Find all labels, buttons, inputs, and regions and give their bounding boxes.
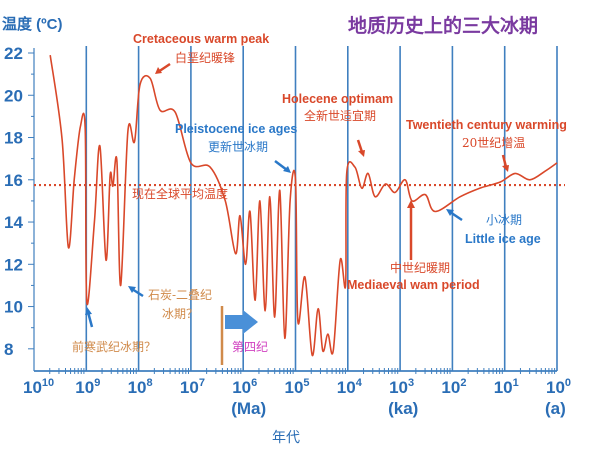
x-tick-label: 103 <box>389 377 414 397</box>
y-tick-label: 14 <box>4 213 23 232</box>
arrow-mediaeval-head <box>407 200 415 208</box>
annotation-cretaceous-en: Cretaceous warm peak <box>133 32 269 46</box>
y-axis: 8 10 12 14 16 18 20 22 <box>4 44 35 371</box>
y-tick-label: 8 <box>4 340 13 359</box>
quaternary-arrow <box>225 310 258 334</box>
annotation-twentieth-en: Twentieth century warming <box>406 118 567 132</box>
arrow-carboniferous-head <box>128 286 136 293</box>
arrow-twentieth-head <box>502 165 509 172</box>
x-tick-label: 105 <box>285 377 310 397</box>
x-unit-label: (a) <box>545 399 566 418</box>
y-tick-label: 18 <box>4 129 23 148</box>
arrow-pleistocene <box>274 160 288 171</box>
annotation-carboniferous-zh-2: 冰期？ <box>162 307 198 321</box>
annotation-arrows <box>85 62 509 365</box>
annotation-quaternary-zh: 第四纪 <box>232 340 268 354</box>
arrow-precambrian-head <box>85 307 92 315</box>
annotation-precambrian-zh: 前寒武纪冰期？ <box>72 339 156 354</box>
annotation-holocene-en: Holecene optimam <box>282 92 393 106</box>
annotation-mediaeval-zh: 中世纪暖期 <box>390 260 450 275</box>
y-tick-label: 16 <box>4 171 23 190</box>
y-tick-label: 10 <box>4 298 23 317</box>
x-unit-label: (ka) <box>388 399 418 418</box>
annotation-carboniferous-zh-1: 石炭-二叠纪 <box>148 288 212 302</box>
arrow-holocene-head <box>358 150 365 157</box>
arrow-little-ice <box>449 210 463 222</box>
x-tick-label: 1010 <box>23 377 54 397</box>
arrow-pleistocene-head <box>283 166 291 173</box>
x-tick-label: 101 <box>494 377 519 397</box>
arrow-holocene <box>356 139 364 153</box>
y-tick-label: 22 <box>4 44 23 63</box>
x-tick-label: 108 <box>128 377 153 397</box>
annotation-twentieth-zh: 20世纪增温 <box>462 136 525 150</box>
annotation-pleistocene-zh: 更新世冰期 <box>208 139 268 154</box>
arrow-precambrian <box>86 311 94 328</box>
x-tick-label: 102 <box>441 377 466 397</box>
reference-line-label: 现在全球平均温度 <box>132 186 228 201</box>
arrow-twentieth <box>501 154 508 168</box>
x-tick-label: 107 <box>180 377 205 397</box>
annotation-cretaceous-zh: 白垩纪暖锋 <box>175 50 235 65</box>
x-axis-label: 年代 <box>272 430 300 446</box>
temperature-curve <box>49 54 558 357</box>
x-tick-label: 106 <box>232 377 257 397</box>
arrow-little-ice-head <box>446 209 454 216</box>
x-tick-label: 104 <box>337 377 363 397</box>
y-tick-label: 12 <box>4 255 23 274</box>
annotation-pleistocene-en: Pleistocene ice ages <box>175 122 297 136</box>
arrow-cretaceous-head <box>155 67 162 74</box>
y-tick-label: 20 <box>4 86 23 105</box>
annotation-little-ice-zh: 小冰期 <box>486 213 522 227</box>
annotation-little-ice-en: Little ice age <box>465 232 541 246</box>
x-axis: 1010 109 108 107 106 (Ma) 105 104 103 (ka) 102 101 1… <box>23 368 571 418</box>
x-tick-label: 109 <box>75 377 100 397</box>
x-tick-label: 100 <box>546 377 571 397</box>
annotation-holocene-zh: 全新世适宜期 <box>304 108 376 123</box>
x-unit-label: (Ma) <box>231 399 266 418</box>
annotation-mediaeval-en: Mediaeval wam period <box>347 278 480 292</box>
chart-title: 地质历史上的三大冰期 <box>348 14 538 37</box>
y-axis-label: 温度 (ºC) <box>2 15 62 33</box>
